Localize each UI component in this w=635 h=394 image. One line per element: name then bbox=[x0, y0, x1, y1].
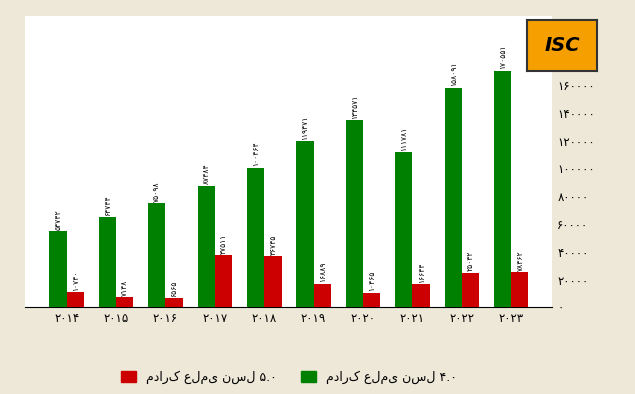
Text: ۳۷۵۱۱: ۳۷۵۱۱ bbox=[219, 234, 228, 254]
Bar bbox=[462, 273, 479, 307]
Bar bbox=[412, 284, 430, 307]
Bar bbox=[99, 217, 116, 307]
Text: ۵۴۷۴۲: ۵۴۷۴۲ bbox=[53, 209, 62, 230]
Bar bbox=[444, 88, 462, 307]
Text: ۱۰۰۴۶۴: ۱۰۰۴۶۴ bbox=[251, 142, 260, 166]
Text: ۱۶۸۸۹: ۱۶۸۸۹ bbox=[318, 262, 327, 282]
Bar bbox=[67, 292, 84, 307]
Text: ۱۳۴۵۷۱: ۱۳۴۵۷۱ bbox=[350, 95, 359, 119]
Text: ۱۰۷۴۰: ۱۰۷۴۰ bbox=[70, 271, 80, 291]
Bar bbox=[511, 272, 528, 307]
Text: ۸۷۴۸۴: ۸۷۴۸۴ bbox=[202, 164, 211, 184]
Bar bbox=[247, 168, 264, 307]
Text: ۱۷۰۵۵۱: ۱۷۰۵۵۱ bbox=[498, 45, 507, 69]
Bar bbox=[345, 121, 363, 307]
Bar bbox=[148, 203, 166, 307]
Text: ۱۶۶۴۴: ۱۶۶۴۴ bbox=[417, 262, 425, 283]
Bar bbox=[314, 284, 331, 307]
Text: ۷۸۴۶۲: ۷۸۴۶۲ bbox=[516, 250, 525, 271]
Bar bbox=[494, 71, 511, 307]
Bar bbox=[116, 297, 133, 307]
Bar bbox=[264, 256, 281, 307]
Bar bbox=[215, 255, 232, 307]
Text: ۶۴۷۴۴: ۶۴۷۴۴ bbox=[103, 195, 112, 216]
Text: ۱۰۴۶۵: ۱۰۴۶۵ bbox=[367, 271, 376, 292]
Legend: مدارک علمی نسل ۵.۰, مدارک علمی نسل ۴.۰: مدارک علمی نسل ۵.۰, مدارک علمی نسل ۴.۰ bbox=[116, 365, 462, 388]
Text: ۷۵۰۹۸: ۷۵۰۹۸ bbox=[152, 181, 161, 202]
Text: ISC: ISC bbox=[544, 36, 580, 55]
Bar bbox=[50, 231, 67, 307]
Bar bbox=[395, 152, 412, 307]
Text: ۶۵۶۵: ۶۵۶۵ bbox=[170, 280, 178, 297]
Text: ۱۱۱۷۸۱: ۱۱۱۷۸۱ bbox=[399, 126, 408, 151]
Text: ۳۶۷۴۵: ۳۶۷۴۵ bbox=[269, 234, 277, 255]
Text: ۷۱۴۸: ۷۱۴۸ bbox=[120, 280, 129, 296]
Bar bbox=[363, 293, 380, 307]
Text: ۱۵۸۰۹۱: ۱۵۸۰۹۱ bbox=[449, 62, 458, 86]
Text: ۲۵۰۳۲: ۲۵۰۳۲ bbox=[466, 251, 475, 271]
Bar bbox=[197, 186, 215, 307]
Text: ۱۱۹۴۷۱: ۱۱۹۴۷۱ bbox=[300, 116, 309, 140]
Bar bbox=[297, 141, 314, 307]
Bar bbox=[166, 298, 183, 307]
